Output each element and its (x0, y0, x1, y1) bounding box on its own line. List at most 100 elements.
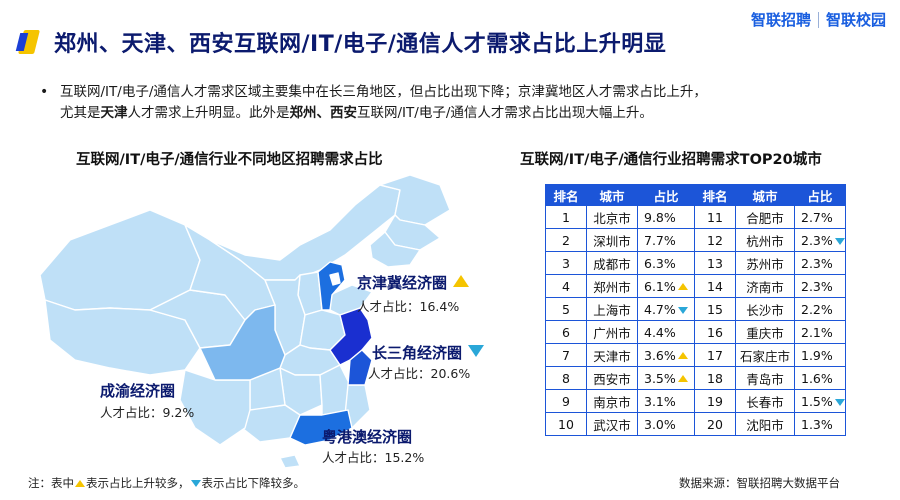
col-header-share: 占比 (794, 184, 846, 206)
region-share-jingjinji: 人才占比：16.4% (357, 299, 460, 314)
summary-line-2: 尤其是天津人才需求上升明显。此外是郑州、西安互联网/IT/电子/通信人才需求占比… (60, 103, 875, 124)
cell-share: 6.3% (637, 251, 695, 275)
summary-bullet: • 互联网/IT/电子/通信人才需求区域主要集中在长三角地区，但占比出现下降；京… (40, 82, 875, 124)
table-row: 9 南京市 3.1% 19 长春市 1.5% (545, 389, 846, 413)
cell-rank: 2 (545, 228, 587, 252)
map-region-zhejiang (347, 349, 373, 386)
share-value: 3.5% (644, 370, 676, 386)
share-value: 3.0% (644, 416, 676, 432)
cell-city: 北京市 (586, 205, 638, 229)
top20-table: 排名 城市 占比 排名 城市 占比 1 北京市 9.8% 11 合肥市 2.7% 2 深圳市 7… (545, 184, 846, 436)
col-header-city: 城市 (586, 184, 638, 206)
region-share-yuegangao: 人才占比：15.2% (322, 450, 425, 465)
cell-rank: 14 (694, 274, 736, 298)
share-value: 2.3% (801, 255, 833, 271)
summary-bold-cities: 郑州、西安 (289, 105, 358, 121)
cell-city: 沈阳市 (735, 412, 795, 436)
share-value: 2.3% (801, 278, 833, 294)
share-value: 4.7% (644, 301, 676, 317)
title-bar: 郑州、天津、西安互联网/IT/电子/通信人才需求占比上升明显 (15, 26, 666, 58)
table-row: 1 北京市 9.8% 11 合肥市 2.7% (545, 205, 846, 229)
cell-city: 石家庄市 (735, 343, 795, 367)
cell-share: 1.6% (794, 366, 846, 390)
cell-rank: 1 (545, 205, 587, 229)
map-region-guangdong (289, 409, 353, 446)
cell-share: 4.4% (637, 320, 695, 344)
cell-share: 2.3% (794, 228, 846, 252)
cell-share: 2.3% (794, 251, 846, 275)
trend-up-icon (677, 282, 688, 290)
cell-city: 广州市 (586, 320, 638, 344)
table-row: 10 武汉市 3.0% 20 沈阳市 1.3% (545, 412, 846, 436)
share-value: 6.1% (644, 278, 676, 294)
summary-text: 人才需求上升明显。此外是 (127, 105, 290, 121)
region-name-text: 京津冀经济圈 (357, 274, 448, 292)
cell-city: 杭州市 (735, 228, 795, 252)
cell-city: 西安市 (586, 366, 638, 390)
trend-down-icon (677, 306, 688, 314)
map-province-tibet (44, 299, 201, 376)
trend-down-icon (190, 479, 201, 487)
share-value: 2.1% (801, 324, 833, 340)
cell-city: 青岛市 (735, 366, 795, 390)
footnote-prefix: 注：表中 (28, 476, 74, 490)
cell-share: 3.1% (637, 389, 695, 413)
cell-share: 1.9% (794, 343, 846, 367)
share-value: 1.9% (801, 347, 833, 363)
share-value: 2.2% (801, 301, 833, 317)
cell-share: 2.2% (794, 297, 846, 321)
region-share-yangtze: 人才占比：20.6% (368, 366, 471, 381)
table-body: 1 北京市 9.8% 11 合肥市 2.7% 2 深圳市 7.7% 12 杭州市 2.3% 3 成都市 6.… (545, 205, 846, 436)
cell-rank: 3 (545, 251, 587, 275)
cell-rank: 4 (545, 274, 587, 298)
cell-share: 2.7% (794, 205, 846, 229)
table-title: 互联网/IT/电子/通信行业招聘需求TOP20城市 (520, 152, 822, 168)
cell-city: 长沙市 (735, 297, 795, 321)
footnote-up-text: 表示占比上升较多， (86, 476, 190, 490)
brand-zhaopin: 智联招聘 (750, 11, 811, 29)
cell-share: 3.0% (637, 412, 695, 436)
cell-rank: 18 (694, 366, 736, 390)
cell-rank: 15 (694, 297, 736, 321)
cell-city: 苏州市 (735, 251, 795, 275)
col-header-city: 城市 (735, 184, 795, 206)
cell-share: 7.7% (637, 228, 695, 252)
cell-rank: 13 (694, 251, 736, 275)
cell-share: 1.3% (794, 412, 846, 436)
footnote-down-text: 表示占比下降较多。 (201, 476, 306, 490)
cell-share: 1.5% (794, 389, 846, 413)
share-value: 2.7% (801, 209, 833, 225)
cell-rank: 20 (694, 412, 736, 436)
cell-share: 6.1% (637, 274, 695, 298)
region-label-yuegangao: 粤港澳经济圈 (322, 428, 413, 446)
table-row: 6 广州市 4.4% 16 重庆市 2.1% (545, 320, 846, 344)
cell-rank: 5 (545, 297, 587, 321)
share-value: 3.6% (644, 347, 676, 363)
summary-bold-tianjin: 天津 (100, 105, 128, 121)
share-value: 6.3% (644, 255, 676, 271)
cell-share: 3.5% (637, 366, 695, 390)
share-value: 9.8% (644, 209, 676, 225)
trend-up-icon (677, 374, 688, 382)
cell-share: 4.7% (637, 297, 695, 321)
bullet-dot-icon: • (40, 84, 49, 100)
share-value: 1.3% (801, 416, 833, 432)
cell-share: 2.3% (794, 274, 846, 298)
cell-rank: 8 (545, 366, 587, 390)
cell-city: 天津市 (586, 343, 638, 367)
table-row: 7 天津市 3.6% 17 石家庄市 1.9% (545, 343, 846, 367)
cell-share: 3.6% (637, 343, 695, 367)
share-value: 3.1% (644, 393, 676, 409)
title-diamond-icon (15, 27, 40, 57)
table-row: 5 上海市 4.7% 15 长沙市 2.2% (545, 297, 846, 321)
cell-city: 济南市 (735, 274, 795, 298)
summary-text: 互联网/IT/电子/通信人才需求占比出现大幅上升。 (357, 105, 653, 121)
trend-up-icon (453, 275, 470, 287)
share-value: 7.7% (644, 232, 676, 248)
cell-city: 合肥市 (735, 205, 795, 229)
table-row: 4 郑州市 6.1% 14 济南市 2.3% (545, 274, 846, 298)
cell-city: 长春市 (735, 389, 795, 413)
cell-city: 上海市 (586, 297, 638, 321)
map-region-beijing-tianjin (329, 272, 341, 286)
cell-city: 成都市 (586, 251, 638, 275)
